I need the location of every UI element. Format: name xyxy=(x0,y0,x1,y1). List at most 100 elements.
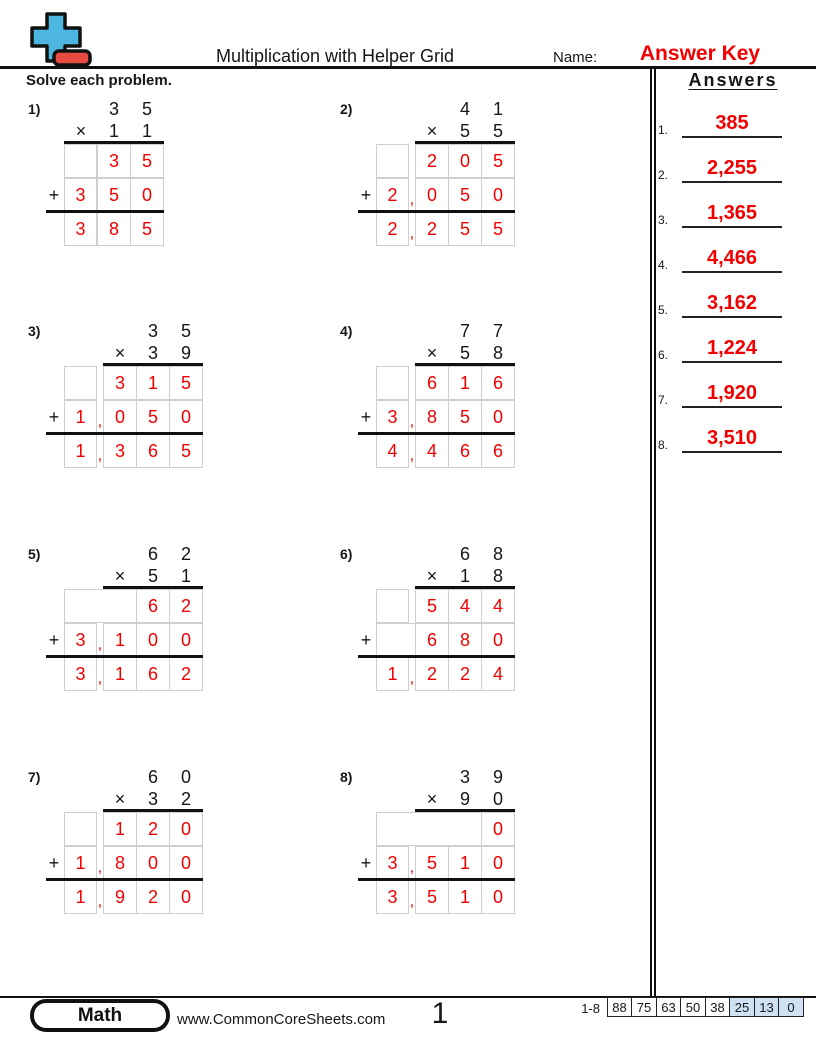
partial-product-cell: 3 xyxy=(64,178,97,212)
problem-2: 2) 4 1 × 5 5 2 0 5 2 0 5 0, +2 2 5 5, xyxy=(340,98,640,263)
multiplicand-digit: 4 xyxy=(459,99,470,119)
problem-6: 6) 6 8 × 1 8 5 4 4 6 8 0 +1 2 2 4, xyxy=(340,543,640,708)
product-cell: 2 xyxy=(169,657,203,691)
minus-icon xyxy=(52,49,92,67)
partial-product-cell: 1 xyxy=(64,400,97,434)
plus-icon: + xyxy=(360,406,372,427)
comma-mark: , xyxy=(97,670,103,687)
product-cell: 8 xyxy=(97,212,131,246)
multiplier-digit: 8 xyxy=(492,566,503,586)
answer-underline xyxy=(682,136,782,138)
answer-value: 3,510 xyxy=(706,427,758,449)
score-box: 88 xyxy=(606,997,633,1017)
multiply-line xyxy=(103,363,203,366)
problem-4: 4) 7 7 × 5 8 6 1 6 3 8 5 0, +4 4 6 6, xyxy=(340,320,640,485)
sum-line xyxy=(46,655,203,658)
partial-product-cell: 3 xyxy=(64,623,97,657)
partial-product-cell: 8 xyxy=(415,400,449,434)
answer-value: 4,466 xyxy=(706,247,758,269)
partial-product-cell: 3 xyxy=(376,400,409,434)
partial-product-cell: 0 xyxy=(481,846,515,880)
multiply-line xyxy=(415,586,515,589)
plus-icon: + xyxy=(360,629,372,650)
problem-number: 5) xyxy=(28,546,41,562)
partial-product-cell: 5 xyxy=(448,178,482,212)
problem-3: 3) 3 5 × 3 9 3 1 5 1 0 5 0, +1 3 6 5, xyxy=(28,320,328,485)
partial-product-cell xyxy=(376,366,409,400)
times-icon: × xyxy=(75,121,87,141)
plus-icon: + xyxy=(360,184,372,205)
score-box: 38 xyxy=(704,997,731,1017)
problem-number: 3) xyxy=(28,323,41,339)
helper-grid: 3 9 × 9 0 0 3 5 1 0, +3 5 1 0, xyxy=(358,766,515,916)
comma-mark: , xyxy=(409,859,415,876)
product-cell: 2 xyxy=(448,657,482,691)
product-cell: 3 xyxy=(376,880,409,914)
helper-grid: 4 1 × 5 5 2 0 5 2 0 5 0, +2 2 5 5, xyxy=(358,98,515,248)
answer-value: 1,920 xyxy=(706,382,758,404)
partial-product-cell: 3 xyxy=(97,144,131,178)
multiplicand-digit: 6 xyxy=(147,544,158,564)
multiply-line xyxy=(415,363,515,366)
partial-product-cell: 0 xyxy=(103,400,137,434)
answer-value: 1,365 xyxy=(706,202,758,224)
plus-icon: + xyxy=(48,629,60,650)
multiplier-digit: 1 xyxy=(180,566,191,586)
partial-product-cell: 3 xyxy=(103,366,137,400)
answer-key-text: Answer Key xyxy=(639,42,761,65)
partial-product-cell: 1 xyxy=(103,812,137,846)
answer-underline xyxy=(682,226,782,228)
partial-product-cell: 0 xyxy=(169,623,203,657)
comma-mark: , xyxy=(409,670,415,687)
product-cell: 4 xyxy=(415,434,449,468)
partial-product-cell: 5 xyxy=(415,589,449,623)
partial-product-cell: 0 xyxy=(415,178,449,212)
partial-product-cell: 0 xyxy=(169,400,203,434)
times-icon: × xyxy=(426,566,438,586)
multiply-line xyxy=(415,809,515,812)
product-cell: 1 xyxy=(64,880,97,914)
score-box: 63 xyxy=(655,997,682,1017)
product-cell: 5 xyxy=(448,212,482,246)
answer-number: 3. xyxy=(658,213,669,227)
footer-divider xyxy=(0,996,816,998)
helper-grid: 6 2 × 5 1 6 2 3 1 0 0, +3 1 6 2, xyxy=(46,543,203,693)
partial-product-cell xyxy=(376,812,482,846)
multiplicand-digit: 7 xyxy=(492,321,503,341)
answer-value: 2,255 xyxy=(706,157,758,179)
partial-product-cell: 1 xyxy=(448,366,482,400)
multiplier-digit: 1 xyxy=(459,566,470,586)
sum-line xyxy=(358,655,515,658)
problem-number: 4) xyxy=(340,323,353,339)
partial-product-cell xyxy=(64,812,97,846)
problem-number: 8) xyxy=(340,769,353,785)
sum-line xyxy=(358,210,515,213)
partial-product-cell: 5 xyxy=(97,178,131,212)
subject-badge: Math xyxy=(30,999,170,1032)
plus-icon: + xyxy=(48,406,60,427)
answer-underline xyxy=(682,361,782,363)
product-cell: 3 xyxy=(64,657,97,691)
multiplicand-digit: 6 xyxy=(459,544,470,564)
multiplicand-digit: 9 xyxy=(492,767,503,787)
partial-product-cell: 0 xyxy=(169,846,203,880)
score-box: 50 xyxy=(680,997,706,1017)
product-cell: 6 xyxy=(136,657,170,691)
product-cell: 0 xyxy=(169,880,203,914)
partial-product-cell: 0 xyxy=(130,178,164,212)
partial-product-cell: 5 xyxy=(130,144,164,178)
multiplier-digit: 5 xyxy=(147,566,158,586)
partial-product-cell: 5 xyxy=(136,400,170,434)
multiply-line xyxy=(415,141,515,144)
product-cell: 9 xyxy=(103,880,137,914)
sum-line xyxy=(358,878,515,881)
partial-product-cell: 1 xyxy=(448,846,482,880)
partial-product-cell: 6 xyxy=(415,623,449,657)
partial-product-cell xyxy=(376,589,409,623)
answer-number: 8. xyxy=(658,438,669,452)
comma-mark: , xyxy=(97,447,103,464)
partial-product-cell: 1 xyxy=(64,846,97,880)
helper-grid: 3 5 × 1 1 3 5 3 5 0 +3 8 5 xyxy=(46,98,164,248)
partial-product-cell: 2 xyxy=(136,812,170,846)
